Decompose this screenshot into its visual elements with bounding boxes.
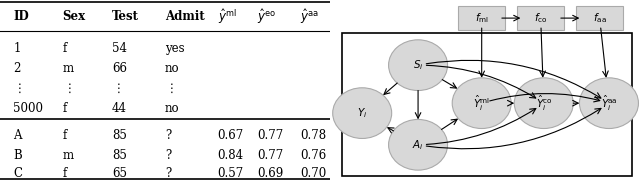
Text: $\hat{y}^{\mathrm{eo}}$: $\hat{y}^{\mathrm{eo}}$	[257, 7, 276, 26]
Text: Sex: Sex	[63, 10, 86, 23]
Ellipse shape	[515, 78, 573, 129]
Text: Test: Test	[112, 10, 139, 23]
Text: yes: yes	[165, 42, 184, 55]
FancyBboxPatch shape	[577, 6, 623, 30]
Text: 0.77: 0.77	[257, 149, 284, 162]
Text: f: f	[63, 42, 67, 55]
Text: 0.67: 0.67	[218, 129, 244, 142]
Text: 5000: 5000	[13, 102, 43, 115]
Text: Admit: Admit	[165, 10, 205, 23]
Text: 0.76: 0.76	[300, 149, 326, 162]
Text: ?: ?	[165, 167, 171, 180]
FancyBboxPatch shape	[517, 6, 564, 30]
Text: 85: 85	[112, 129, 127, 142]
Text: ?: ?	[165, 149, 171, 162]
Ellipse shape	[333, 88, 392, 138]
Text: ID: ID	[13, 10, 29, 23]
Text: 65: 65	[112, 167, 127, 180]
Text: 1: 1	[13, 42, 20, 55]
Text: f: f	[63, 167, 67, 180]
Text: m: m	[63, 149, 74, 162]
Text: 0.78: 0.78	[300, 129, 326, 142]
Text: A: A	[13, 129, 22, 142]
Text: 0.69: 0.69	[257, 167, 284, 180]
Text: $\vdots$: $\vdots$	[165, 82, 173, 95]
FancyBboxPatch shape	[458, 6, 505, 30]
Text: C: C	[13, 167, 22, 180]
Ellipse shape	[388, 119, 447, 170]
Text: B: B	[13, 149, 22, 162]
Text: $\hat{Y}_i^{\mathrm{ml}}$: $\hat{Y}_i^{\mathrm{ml}}$	[474, 94, 490, 113]
Text: 2: 2	[13, 62, 20, 75]
Text: $\vdots$: $\vdots$	[63, 82, 71, 95]
Text: 54: 54	[112, 42, 127, 55]
Text: $Y_i$: $Y_i$	[357, 106, 367, 120]
Text: $f_{\mathrm{aa}}$: $f_{\mathrm{aa}}$	[593, 11, 607, 25]
Text: 0.84: 0.84	[218, 149, 244, 162]
Text: 44: 44	[112, 102, 127, 115]
Ellipse shape	[388, 40, 447, 90]
Text: 0.77: 0.77	[257, 129, 284, 142]
Text: $\hat{Y}_i^{\mathrm{co}}$: $\hat{Y}_i^{\mathrm{co}}$	[536, 94, 552, 113]
Text: 66: 66	[112, 62, 127, 75]
FancyBboxPatch shape	[342, 33, 632, 176]
Text: m: m	[63, 62, 74, 75]
Text: $\hat{y}^{\mathrm{ml}}$: $\hat{y}^{\mathrm{ml}}$	[218, 7, 236, 26]
Text: no: no	[165, 62, 179, 75]
Text: $S_i$: $S_i$	[413, 58, 423, 72]
Text: $\vdots$: $\vdots$	[13, 82, 22, 95]
Text: 85: 85	[112, 149, 127, 162]
Text: 0.57: 0.57	[218, 167, 244, 180]
Text: $f_{\mathrm{ml}}$: $f_{\mathrm{ml}}$	[475, 11, 489, 25]
Ellipse shape	[579, 78, 639, 129]
Text: f: f	[63, 102, 67, 115]
Text: $A_i$: $A_i$	[412, 138, 424, 152]
Ellipse shape	[452, 78, 511, 129]
Text: ?: ?	[165, 129, 171, 142]
Text: $\vdots$: $\vdots$	[112, 82, 120, 95]
Text: f: f	[63, 129, 67, 142]
Text: no: no	[165, 102, 179, 115]
Text: 0.70: 0.70	[300, 167, 326, 180]
Text: $\hat{y}^{\mathrm{aa}}$: $\hat{y}^{\mathrm{aa}}$	[300, 7, 319, 26]
Text: $f_{\mathrm{co}}$: $f_{\mathrm{co}}$	[534, 11, 547, 25]
Text: $\hat{Y}_i^{\mathrm{aa}}$: $\hat{Y}_i^{\mathrm{aa}}$	[600, 94, 618, 113]
